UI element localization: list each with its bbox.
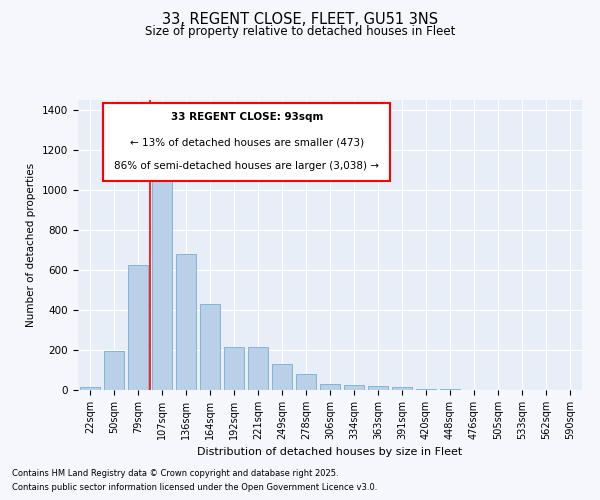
Bar: [416, 388, 436, 390]
Bar: [392, 387, 412, 390]
Bar: [440, 389, 460, 390]
Bar: [152, 167, 172, 390]
Bar: [248, 347, 268, 390]
Bar: [272, 364, 292, 390]
Bar: [224, 347, 244, 390]
Text: 33, REGENT CLOSE, FLEET, GU51 3NS: 33, REGENT CLOSE, FLEET, GU51 3NS: [162, 12, 438, 28]
Bar: [368, 386, 388, 390]
Text: ← 13% of detached houses are smaller (473): ← 13% of detached houses are smaller (47…: [130, 137, 364, 147]
Bar: [128, 265, 148, 390]
Text: Size of property relative to detached houses in Fleet: Size of property relative to detached ho…: [145, 25, 455, 38]
Y-axis label: Number of detached properties: Number of detached properties: [26, 163, 37, 327]
Text: 86% of semi-detached houses are larger (3,038) →: 86% of semi-detached houses are larger (…: [115, 160, 379, 170]
Text: 33 REGENT CLOSE: 93sqm: 33 REGENT CLOSE: 93sqm: [170, 112, 323, 122]
Bar: [296, 374, 316, 390]
Bar: [320, 384, 340, 390]
Bar: [104, 351, 124, 390]
Text: Contains HM Land Registry data © Crown copyright and database right 2025.: Contains HM Land Registry data © Crown c…: [12, 468, 338, 477]
Bar: [80, 387, 100, 390]
Bar: [344, 384, 364, 390]
Bar: [200, 304, 220, 390]
FancyBboxPatch shape: [103, 103, 391, 181]
Bar: [176, 254, 196, 390]
X-axis label: Distribution of detached houses by size in Fleet: Distribution of detached houses by size …: [197, 448, 463, 458]
Text: Contains public sector information licensed under the Open Government Licence v3: Contains public sector information licen…: [12, 484, 377, 492]
